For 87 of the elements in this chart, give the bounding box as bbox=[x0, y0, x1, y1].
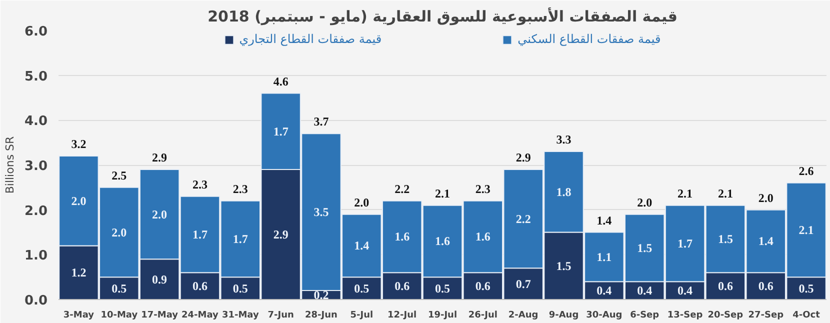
total-label: 2.3 bbox=[475, 182, 490, 196]
data-label: 1.6 bbox=[394, 230, 410, 244]
x-tick-label: 12-Jul bbox=[388, 310, 417, 320]
x-tick-label: 27-Sep bbox=[748, 310, 784, 320]
chart-title: قيمة الصفقات الأسبوعية للسوق العقارية (مايو - سبتمبر) 2018 bbox=[208, 6, 678, 26]
data-label: 0.6 bbox=[192, 279, 208, 294]
data-label: 1.4 bbox=[758, 234, 774, 248]
data-label: 0.4 bbox=[678, 284, 693, 298]
y-tick-label: 0.0 bbox=[24, 294, 48, 308]
data-label: 1.7 bbox=[192, 227, 208, 242]
total-label: 2.5 bbox=[112, 168, 127, 182]
data-label: 2.1 bbox=[798, 223, 814, 238]
data-label: 0.6 bbox=[758, 279, 774, 294]
total-label: 2.3 bbox=[192, 177, 208, 192]
x-tick-label: 24-May bbox=[182, 310, 219, 320]
data-label: 0.5 bbox=[798, 281, 814, 296]
y-tick-label: 6.0 bbox=[24, 24, 48, 40]
data-label: 1.5 bbox=[637, 240, 652, 255]
y-axis-title: Billions SR bbox=[3, 136, 16, 194]
x-tick-label: 10-May bbox=[100, 310, 138, 320]
data-label: 2.0 bbox=[112, 225, 127, 240]
data-label: 1.7 bbox=[232, 232, 248, 246]
total-label: 2.2 bbox=[394, 182, 410, 196]
x-tick-label: 13-Sep bbox=[667, 310, 704, 320]
data-label: 2.2 bbox=[516, 212, 531, 226]
total-label: 4.6 bbox=[273, 74, 288, 88]
data-label: 0.6 bbox=[394, 279, 410, 294]
data-label: 1.1 bbox=[596, 250, 612, 264]
data-label: 1.5 bbox=[718, 232, 733, 246]
x-tick-label: 19-Jul bbox=[428, 310, 458, 320]
data-label: 0.2 bbox=[314, 288, 329, 302]
data-label: 1.4 bbox=[354, 238, 370, 253]
x-tick-label: 28-Jun bbox=[305, 310, 338, 320]
total-label: 2.3 bbox=[232, 182, 248, 196]
y-tick-label: 1.0 bbox=[24, 248, 48, 264]
data-label: 0.7 bbox=[516, 276, 531, 291]
data-label: 1.7 bbox=[273, 124, 288, 138]
total-label: 2.0 bbox=[637, 195, 652, 210]
data-label: 1.7 bbox=[678, 236, 693, 250]
y-tick-label: 5.0 bbox=[24, 69, 48, 84]
data-label: 0.4 bbox=[596, 284, 612, 298]
data-label: 0.5 bbox=[354, 281, 370, 296]
x-tick-label: 6-Sep bbox=[630, 310, 660, 320]
x-tick-label: 2-Aug bbox=[508, 310, 538, 320]
data-label: 2.0 bbox=[152, 207, 168, 222]
x-tick-label: 7-Jun bbox=[268, 310, 294, 320]
data-label: 0.4 bbox=[637, 284, 652, 298]
data-label: 1.2 bbox=[71, 266, 86, 280]
x-tick-label: 9-Aug bbox=[548, 310, 579, 320]
x-tick-label: 20-Sep bbox=[708, 310, 744, 320]
y-tick-label: 2.0 bbox=[24, 204, 48, 219]
total-label: 2.0 bbox=[758, 190, 774, 205]
data-label: 2.0 bbox=[71, 194, 86, 208]
data-label: 3.5 bbox=[314, 205, 329, 220]
x-tick-label: 31-May bbox=[222, 310, 259, 320]
x-tick-label: 26-Jul bbox=[468, 310, 498, 320]
total-label: 3.7 bbox=[314, 114, 329, 129]
data-label: 1.6 bbox=[435, 234, 450, 248]
total-label: 3.2 bbox=[71, 137, 86, 152]
total-label: 2.0 bbox=[354, 195, 370, 210]
data-label: 1.6 bbox=[475, 230, 490, 244]
legend-label: قيمة صفقات القطاع التجاري bbox=[239, 32, 382, 46]
data-label: 0.6 bbox=[718, 279, 733, 294]
total-label: 3.3 bbox=[556, 132, 572, 147]
data-label: 0.5 bbox=[112, 281, 127, 296]
data-label: 0.6 bbox=[475, 279, 490, 294]
y-tick-label: 3.0 bbox=[24, 159, 48, 174]
total-label: 2.6 bbox=[798, 164, 814, 178]
total-label: 2.9 bbox=[152, 150, 168, 164]
data-label: 1.5 bbox=[556, 258, 572, 273]
total-label: 2.9 bbox=[516, 150, 531, 164]
total-label: 2.1 bbox=[435, 186, 450, 200]
x-tick-label: 4-Oct bbox=[792, 310, 821, 320]
x-tick-label: 5-Jul bbox=[350, 310, 374, 320]
total-label: 1.4 bbox=[596, 213, 612, 228]
data-label: 0.5 bbox=[435, 281, 450, 296]
data-label: 2.9 bbox=[273, 227, 288, 242]
x-tick-label: 30-Aug bbox=[586, 310, 622, 320]
data-label: 1.8 bbox=[556, 184, 572, 199]
x-tick-label: 3-May bbox=[63, 310, 94, 320]
x-tick-label: 17-May bbox=[141, 310, 178, 320]
legend-label: قيمة صفقات القطاع السكني bbox=[518, 32, 661, 46]
data-label: 0.5 bbox=[232, 281, 248, 296]
y-tick-label: 4.0 bbox=[24, 114, 48, 130]
data-label: 0.9 bbox=[152, 272, 168, 286]
total-label: 2.1 bbox=[718, 186, 733, 200]
total-label: 2.1 bbox=[678, 186, 693, 200]
